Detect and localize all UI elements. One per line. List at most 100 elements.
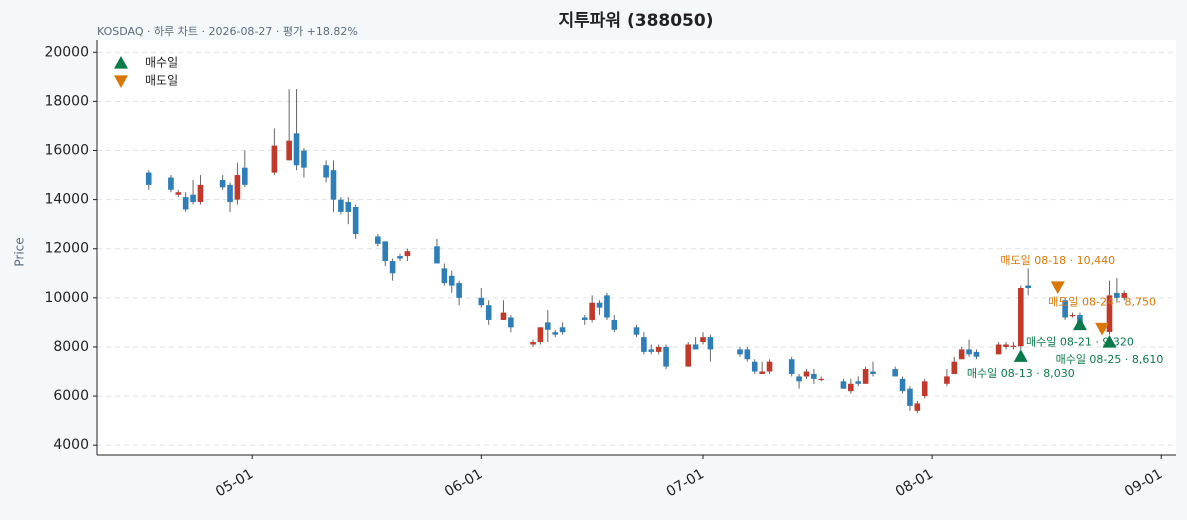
legend-label: 매도일 bbox=[145, 74, 178, 88]
candle-body bbox=[685, 344, 692, 367]
x-tick-label: 07-01 bbox=[664, 466, 707, 500]
candle-body bbox=[242, 167, 248, 185]
candle-body bbox=[545, 322, 551, 330]
y-tick-label: 8000 bbox=[53, 339, 89, 355]
signal-marker bbox=[1102, 334, 1117, 348]
candle-body bbox=[899, 378, 906, 392]
candle-body bbox=[352, 206, 359, 234]
candle-body bbox=[944, 376, 950, 384]
signal-label: 매수일 08-21 · 9,320 bbox=[1026, 335, 1134, 349]
y-tick-label: 4000 bbox=[53, 437, 89, 453]
candle-body bbox=[966, 349, 972, 355]
candle-body bbox=[951, 361, 958, 374]
y-axis-label: Price bbox=[13, 237, 27, 266]
candle-body bbox=[995, 344, 1002, 355]
candle-body bbox=[293, 133, 300, 166]
candle-body bbox=[818, 378, 825, 381]
legend-label: 매수일 bbox=[145, 56, 178, 70]
y-tick-label: 18000 bbox=[44, 93, 89, 109]
candle-body bbox=[382, 241, 389, 262]
candle-body bbox=[958, 349, 965, 360]
candle-body bbox=[234, 175, 241, 200]
x-tick-label: 06-01 bbox=[442, 466, 485, 500]
y-tick-label: 12000 bbox=[44, 241, 89, 257]
y-tick-label: 6000 bbox=[53, 388, 89, 404]
candle-body bbox=[604, 295, 610, 318]
candle-body bbox=[692, 344, 699, 350]
candle-body bbox=[589, 302, 595, 320]
candle-body bbox=[1010, 345, 1017, 347]
candle-body bbox=[596, 302, 603, 308]
candle-body bbox=[434, 246, 440, 264]
candle-body bbox=[803, 371, 810, 377]
candle-body bbox=[1069, 315, 1076, 317]
candle-body bbox=[737, 349, 743, 355]
y-tick-label: 14000 bbox=[44, 192, 89, 208]
chart-title: 지투파워 (388050) bbox=[559, 11, 714, 31]
candle-body bbox=[641, 337, 647, 352]
candle-body bbox=[611, 319, 618, 330]
candle-body bbox=[227, 184, 233, 203]
candle-body bbox=[338, 199, 344, 212]
candle-body bbox=[759, 371, 765, 374]
candle-body bbox=[530, 342, 536, 345]
signal-label: 매수일 08-25 · 8,610 bbox=[1056, 352, 1164, 366]
candle-body bbox=[552, 332, 559, 335]
candle-body bbox=[219, 179, 226, 188]
candle-body bbox=[1018, 288, 1024, 347]
candle-body bbox=[375, 236, 381, 244]
candle-body bbox=[921, 381, 928, 397]
candle-body bbox=[1003, 344, 1009, 347]
candle-body bbox=[389, 261, 396, 274]
candle-body bbox=[271, 145, 278, 173]
y-tick-label: 20000 bbox=[44, 44, 89, 60]
candle-body bbox=[751, 361, 758, 372]
candle-body bbox=[848, 383, 854, 392]
signal-marker bbox=[1050, 281, 1065, 295]
candle-body bbox=[655, 346, 662, 352]
candle-body bbox=[744, 349, 751, 360]
y-tick-label: 16000 bbox=[44, 143, 89, 159]
candle-body bbox=[1114, 292, 1120, 298]
candle-body bbox=[1106, 295, 1113, 332]
candle-body bbox=[973, 351, 980, 357]
candle-body bbox=[500, 312, 507, 320]
candle-body bbox=[914, 403, 921, 411]
candle-body bbox=[456, 283, 462, 298]
x-tick-label: 05-01 bbox=[213, 466, 256, 500]
legend-marker bbox=[114, 56, 128, 69]
candle-body bbox=[168, 177, 174, 190]
signal-label: 매도일 08-24 · 8,750 bbox=[1048, 295, 1156, 309]
candle-body bbox=[1062, 300, 1068, 318]
candle-body bbox=[441, 268, 448, 284]
candle-body bbox=[840, 381, 847, 389]
x-tick-label: 09-01 bbox=[1122, 466, 1165, 500]
candle-body bbox=[537, 327, 544, 343]
candle-body bbox=[559, 327, 566, 333]
signal-label: 매도일 08-18 · 10,440 bbox=[1000, 253, 1115, 267]
candle-body bbox=[404, 251, 411, 257]
candle-body bbox=[182, 197, 189, 210]
candle-body bbox=[397, 256, 403, 259]
legend-marker bbox=[114, 75, 128, 88]
candle-body bbox=[862, 369, 869, 384]
candle-body bbox=[448, 275, 455, 286]
y-tick-label: 10000 bbox=[44, 290, 89, 306]
candle-body bbox=[1121, 292, 1128, 298]
x-tick-label: 08-01 bbox=[893, 466, 936, 500]
signal-label: 매수일 08-13 · 8,030 bbox=[967, 366, 1075, 380]
candle-body bbox=[633, 327, 640, 335]
plot-area bbox=[97, 40, 1176, 455]
candle-body bbox=[175, 192, 182, 195]
candle-body bbox=[892, 369, 898, 377]
candle-body bbox=[855, 381, 862, 384]
candle-body bbox=[648, 349, 655, 352]
candle-body bbox=[907, 388, 913, 406]
candle-body bbox=[766, 361, 773, 372]
candle-body bbox=[796, 376, 802, 382]
candle-body bbox=[485, 305, 492, 320]
candle-body bbox=[190, 194, 196, 203]
candle-body bbox=[700, 337, 706, 343]
candle-body bbox=[286, 140, 292, 161]
candle-body bbox=[197, 184, 204, 203]
